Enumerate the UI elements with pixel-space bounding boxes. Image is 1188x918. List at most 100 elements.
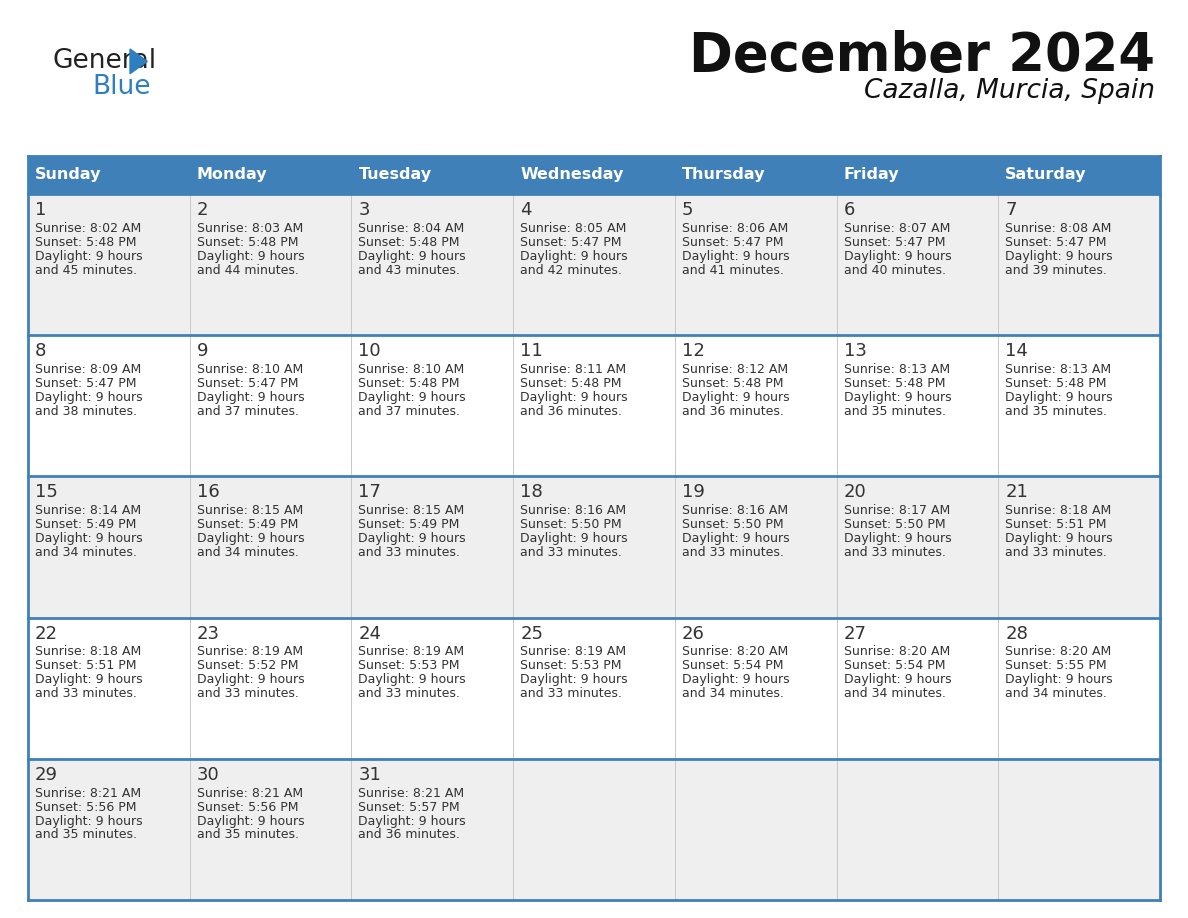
- Text: Daylight: 9 hours: Daylight: 9 hours: [34, 673, 143, 687]
- Text: and 35 minutes.: and 35 minutes.: [1005, 405, 1107, 418]
- Text: Sunset: 5:50 PM: Sunset: 5:50 PM: [520, 518, 621, 532]
- Text: and 37 minutes.: and 37 minutes.: [359, 405, 461, 418]
- Text: Daylight: 9 hours: Daylight: 9 hours: [843, 673, 952, 687]
- Text: 26: 26: [682, 624, 704, 643]
- Text: Sunset: 5:50 PM: Sunset: 5:50 PM: [843, 518, 946, 532]
- Text: Sunrise: 8:20 AM: Sunrise: 8:20 AM: [843, 645, 950, 658]
- Text: 30: 30: [197, 766, 220, 784]
- Text: Sunrise: 8:04 AM: Sunrise: 8:04 AM: [359, 222, 465, 235]
- Text: Sunrise: 8:19 AM: Sunrise: 8:19 AM: [359, 645, 465, 658]
- Bar: [29, 476, 1159, 618]
- Text: 17: 17: [359, 484, 381, 501]
- Text: Sunset: 5:48 PM: Sunset: 5:48 PM: [34, 236, 137, 249]
- Text: General: General: [52, 48, 156, 74]
- Text: Daylight: 9 hours: Daylight: 9 hours: [843, 250, 952, 263]
- Text: 31: 31: [359, 766, 381, 784]
- Text: Sunset: 5:48 PM: Sunset: 5:48 PM: [682, 377, 783, 390]
- Text: and 34 minutes.: and 34 minutes.: [843, 688, 946, 700]
- Text: and 38 minutes.: and 38 minutes.: [34, 405, 137, 418]
- Text: Daylight: 9 hours: Daylight: 9 hours: [359, 673, 466, 687]
- Text: 16: 16: [197, 484, 220, 501]
- Text: Sunrise: 8:21 AM: Sunrise: 8:21 AM: [197, 787, 303, 800]
- Text: Sunrise: 8:20 AM: Sunrise: 8:20 AM: [1005, 645, 1112, 658]
- Text: Sunset: 5:49 PM: Sunset: 5:49 PM: [359, 518, 460, 532]
- Text: Saturday: Saturday: [1005, 167, 1087, 183]
- Text: and 34 minutes.: and 34 minutes.: [197, 546, 298, 559]
- Text: Sunrise: 8:15 AM: Sunrise: 8:15 AM: [197, 504, 303, 517]
- Text: Daylight: 9 hours: Daylight: 9 hours: [359, 532, 466, 545]
- Text: Tuesday: Tuesday: [359, 167, 431, 183]
- Text: Sunrise: 8:17 AM: Sunrise: 8:17 AM: [843, 504, 950, 517]
- Text: 13: 13: [843, 342, 866, 360]
- Text: Sunrise: 8:08 AM: Sunrise: 8:08 AM: [1005, 222, 1112, 235]
- Text: Sunset: 5:47 PM: Sunset: 5:47 PM: [34, 377, 137, 390]
- Text: and 37 minutes.: and 37 minutes.: [197, 405, 298, 418]
- Text: and 41 minutes.: and 41 minutes.: [682, 263, 784, 276]
- Text: and 45 minutes.: and 45 minutes.: [34, 263, 137, 276]
- Text: Daylight: 9 hours: Daylight: 9 hours: [197, 673, 304, 687]
- Text: Sunrise: 8:19 AM: Sunrise: 8:19 AM: [197, 645, 303, 658]
- Text: 1: 1: [34, 201, 46, 219]
- Text: Sunrise: 8:02 AM: Sunrise: 8:02 AM: [34, 222, 141, 235]
- Text: Sunrise: 8:19 AM: Sunrise: 8:19 AM: [520, 645, 626, 658]
- Text: 2: 2: [197, 201, 208, 219]
- Text: Daylight: 9 hours: Daylight: 9 hours: [682, 250, 790, 263]
- Text: and 33 minutes.: and 33 minutes.: [359, 546, 460, 559]
- Text: and 33 minutes.: and 33 minutes.: [34, 688, 137, 700]
- Text: and 33 minutes.: and 33 minutes.: [843, 546, 946, 559]
- Text: Wednesday: Wednesday: [520, 167, 624, 183]
- Text: Daylight: 9 hours: Daylight: 9 hours: [520, 250, 627, 263]
- Text: Sunset: 5:49 PM: Sunset: 5:49 PM: [34, 518, 137, 532]
- Text: Sunset: 5:48 PM: Sunset: 5:48 PM: [843, 377, 946, 390]
- Text: Daylight: 9 hours: Daylight: 9 hours: [520, 391, 627, 404]
- Text: Sunset: 5:50 PM: Sunset: 5:50 PM: [682, 518, 783, 532]
- Text: Sunset: 5:47 PM: Sunset: 5:47 PM: [197, 377, 298, 390]
- Text: Daylight: 9 hours: Daylight: 9 hours: [197, 391, 304, 404]
- Text: Daylight: 9 hours: Daylight: 9 hours: [1005, 391, 1113, 404]
- Text: Daylight: 9 hours: Daylight: 9 hours: [1005, 532, 1113, 545]
- Text: 6: 6: [843, 201, 855, 219]
- Text: Daylight: 9 hours: Daylight: 9 hours: [34, 391, 143, 404]
- Text: Sunset: 5:49 PM: Sunset: 5:49 PM: [197, 518, 298, 532]
- Text: and 33 minutes.: and 33 minutes.: [520, 688, 623, 700]
- Text: Daylight: 9 hours: Daylight: 9 hours: [197, 814, 304, 827]
- Text: 29: 29: [34, 766, 58, 784]
- Text: Daylight: 9 hours: Daylight: 9 hours: [843, 532, 952, 545]
- Text: 20: 20: [843, 484, 866, 501]
- Text: Daylight: 9 hours: Daylight: 9 hours: [34, 532, 143, 545]
- Text: 22: 22: [34, 624, 58, 643]
- Text: Sunrise: 8:10 AM: Sunrise: 8:10 AM: [359, 363, 465, 376]
- Text: Sunrise: 8:15 AM: Sunrise: 8:15 AM: [359, 504, 465, 517]
- Text: 14: 14: [1005, 342, 1028, 360]
- Text: Sunrise: 8:10 AM: Sunrise: 8:10 AM: [197, 363, 303, 376]
- Text: and 36 minutes.: and 36 minutes.: [359, 828, 460, 842]
- Text: and 43 minutes.: and 43 minutes.: [359, 263, 460, 276]
- Text: 18: 18: [520, 484, 543, 501]
- Text: Sunrise: 8:16 AM: Sunrise: 8:16 AM: [682, 504, 788, 517]
- Text: Sunrise: 8:18 AM: Sunrise: 8:18 AM: [34, 645, 141, 658]
- Text: 19: 19: [682, 484, 704, 501]
- Text: and 34 minutes.: and 34 minutes.: [1005, 688, 1107, 700]
- Text: Sunrise: 8:18 AM: Sunrise: 8:18 AM: [1005, 504, 1112, 517]
- Text: Sunset: 5:48 PM: Sunset: 5:48 PM: [1005, 377, 1107, 390]
- Text: Daylight: 9 hours: Daylight: 9 hours: [1005, 673, 1113, 687]
- Text: Sunrise: 8:13 AM: Sunrise: 8:13 AM: [843, 363, 949, 376]
- Text: Monday: Monday: [197, 167, 267, 183]
- Text: 10: 10: [359, 342, 381, 360]
- Text: Daylight: 9 hours: Daylight: 9 hours: [1005, 250, 1113, 263]
- Text: Sunset: 5:47 PM: Sunset: 5:47 PM: [682, 236, 783, 249]
- Text: 4: 4: [520, 201, 532, 219]
- Polygon shape: [129, 49, 147, 73]
- Text: Daylight: 9 hours: Daylight: 9 hours: [197, 532, 304, 545]
- Text: 24: 24: [359, 624, 381, 643]
- Text: Sunset: 5:53 PM: Sunset: 5:53 PM: [520, 659, 621, 672]
- Text: Sunrise: 8:06 AM: Sunrise: 8:06 AM: [682, 222, 788, 235]
- Text: and 33 minutes.: and 33 minutes.: [1005, 546, 1107, 559]
- Text: Thursday: Thursday: [682, 167, 765, 183]
- Text: and 33 minutes.: and 33 minutes.: [520, 546, 623, 559]
- Text: 8: 8: [34, 342, 46, 360]
- Text: Sunset: 5:48 PM: Sunset: 5:48 PM: [520, 377, 621, 390]
- Text: Daylight: 9 hours: Daylight: 9 hours: [682, 532, 790, 545]
- Text: and 36 minutes.: and 36 minutes.: [682, 405, 784, 418]
- Text: 3: 3: [359, 201, 369, 219]
